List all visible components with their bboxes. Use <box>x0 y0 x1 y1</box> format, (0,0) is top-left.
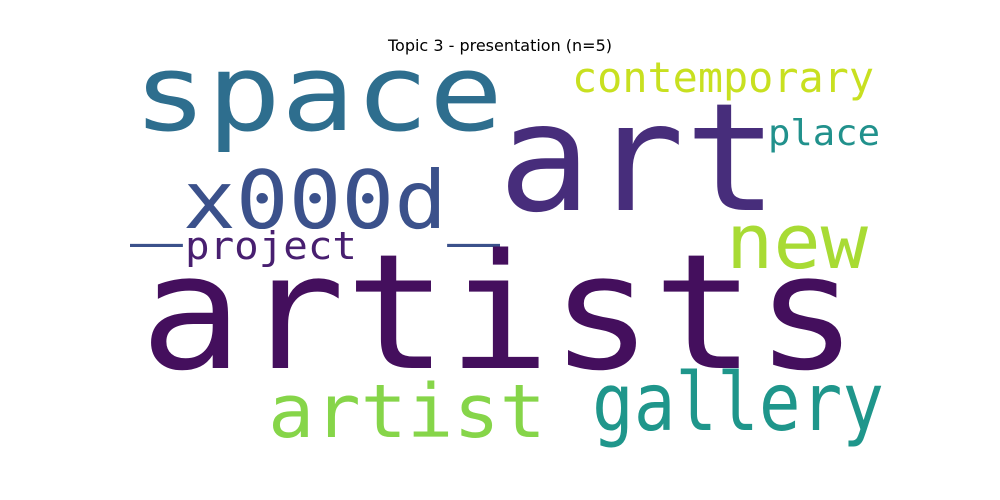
word-project: project <box>185 224 357 268</box>
word-place: place <box>768 113 880 154</box>
word-gallery: gallery <box>592 356 884 449</box>
word-contemporary: contemporary <box>572 53 874 102</box>
word-x000d: _x000d_ <box>130 154 501 247</box>
word-new: new <box>726 197 868 286</box>
word-space: space <box>133 32 503 155</box>
word-artist: artist <box>268 369 546 455</box>
word-artists: artists <box>140 219 858 406</box>
word-art: art <box>498 72 778 246</box>
chart-title: Topic 3 - presentation (n=5) <box>387 36 613 55</box>
